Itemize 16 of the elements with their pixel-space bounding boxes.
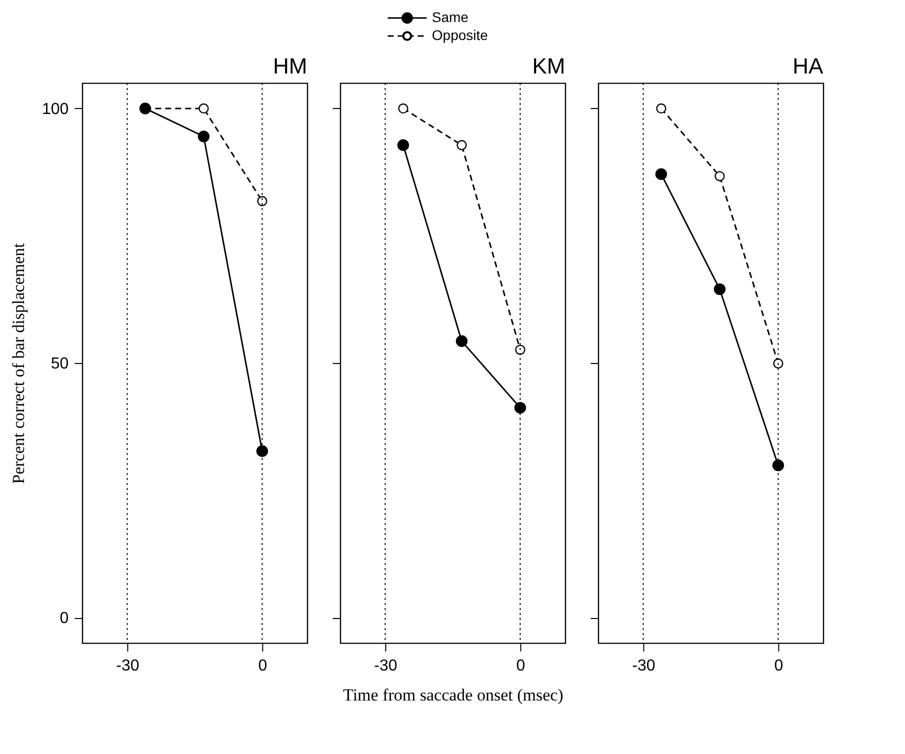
legend-label: Opposite bbox=[432, 27, 488, 43]
y-tick-label: 100 bbox=[42, 100, 69, 118]
chart-title: HA bbox=[792, 54, 824, 78]
x-tick-label: -30 bbox=[632, 658, 656, 674]
x-tick-label: 0 bbox=[258, 658, 268, 674]
x-tick-label: -30 bbox=[374, 658, 398, 674]
chart-title: KM bbox=[532, 54, 566, 78]
x-tick-label: -30 bbox=[116, 658, 140, 674]
legend-label: Same bbox=[432, 9, 469, 25]
x-tick-label: 0 bbox=[774, 658, 784, 674]
chart-title: HM bbox=[272, 54, 308, 78]
x-tick-label: 0 bbox=[516, 658, 526, 674]
y-tick-label: 0 bbox=[60, 610, 69, 628]
y-tick-label: 50 bbox=[50, 356, 69, 372]
y-axis-title: Percent correct of bar displacement bbox=[9, 242, 28, 484]
x-axis-title: Time from saccade onset (msec) bbox=[343, 686, 564, 704]
